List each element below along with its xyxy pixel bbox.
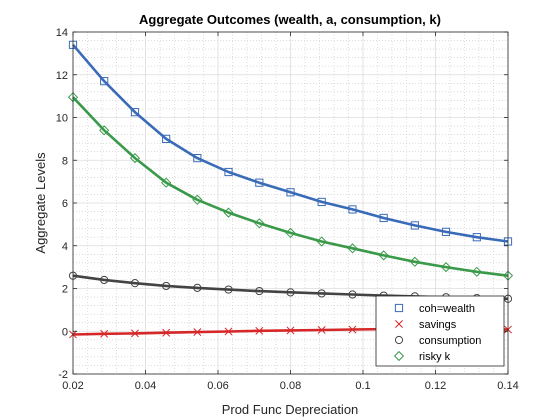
data-point bbox=[100, 77, 109, 86]
legend-marker bbox=[395, 320, 403, 328]
y-axis-label: Aggregate Levels bbox=[33, 152, 48, 254]
legend: coh=wealth savings consumption risky k bbox=[375, 295, 505, 367]
data-point bbox=[99, 125, 110, 136]
data-point bbox=[285, 227, 296, 239]
x-marker-stroke bbox=[224, 327, 233, 336]
data-point bbox=[161, 177, 172, 188]
x-tick-label: 0.02 bbox=[62, 380, 83, 392]
x-tick-label: 0.14 bbox=[497, 380, 518, 392]
y-tick-label: 4 bbox=[62, 241, 68, 253]
data-point bbox=[192, 194, 203, 205]
legend-marker bbox=[393, 350, 405, 362]
data-point bbox=[441, 227, 451, 236]
series-line-coh-wealth bbox=[72, 43, 509, 243]
x-tick-label: 0.04 bbox=[135, 380, 156, 392]
data-point bbox=[193, 328, 202, 337]
data-point bbox=[223, 207, 234, 218]
x-tick-label: 0.08 bbox=[280, 380, 301, 392]
legend-box bbox=[375, 295, 505, 367]
data-point bbox=[162, 134, 171, 143]
y-tick-label: 0 bbox=[62, 326, 68, 338]
chart-title: Aggregate Outcomes (wealth, a, consumpti… bbox=[139, 12, 441, 27]
axes: 0.02 0.04 0.06 0.08 0.1 0.12 0.14 -2 0 2 4 6 8 10 12 14 bbox=[56, 27, 519, 392]
data-point bbox=[129, 153, 141, 164]
data-point bbox=[100, 329, 109, 338]
data-point bbox=[100, 275, 109, 285]
data-point bbox=[378, 250, 389, 261]
data-point bbox=[131, 329, 139, 338]
data-point bbox=[316, 236, 327, 247]
x-marker-stroke bbox=[286, 326, 295, 335]
x-axis-label: Prod Func Depreciation bbox=[222, 402, 359, 417]
data-point bbox=[348, 205, 357, 214]
data-point bbox=[193, 283, 202, 292]
x-tick-label: 0.06 bbox=[207, 380, 228, 392]
x-marker-stroke bbox=[100, 329, 109, 338]
x-marker-stroke bbox=[131, 329, 139, 338]
legend-marker bbox=[394, 335, 404, 345]
data-point bbox=[255, 178, 264, 187]
legend-marker bbox=[394, 303, 404, 313]
legend-label: coh=wealth bbox=[419, 303, 475, 315]
x-marker-stroke bbox=[193, 328, 202, 337]
x-marker-stroke bbox=[255, 326, 264, 335]
data-point bbox=[254, 218, 265, 229]
y-tick-label: 10 bbox=[56, 113, 68, 125]
data-point bbox=[472, 233, 481, 242]
data-point bbox=[348, 290, 357, 299]
data-point bbox=[224, 327, 233, 336]
data-point bbox=[224, 167, 233, 177]
data-point bbox=[379, 213, 388, 223]
x-tick-label: 0.12 bbox=[425, 380, 446, 392]
y-tick-label: 12 bbox=[56, 70, 68, 82]
y-tick-label: 2 bbox=[62, 284, 68, 296]
x-marker-stroke bbox=[348, 325, 357, 334]
data-point bbox=[130, 279, 140, 288]
data-point bbox=[130, 108, 140, 117]
y-tick-label: 14 bbox=[56, 27, 68, 39]
data-point bbox=[317, 197, 326, 207]
y-tick-label: 6 bbox=[62, 198, 68, 210]
data-point bbox=[162, 328, 171, 337]
data-point bbox=[286, 326, 295, 335]
data-point bbox=[193, 154, 202, 163]
data-point bbox=[347, 243, 358, 254]
y-tick-label: 8 bbox=[62, 155, 68, 167]
data-point bbox=[317, 326, 326, 334]
x-marker-stroke bbox=[162, 328, 171, 337]
data-point bbox=[255, 286, 264, 296]
data-point bbox=[224, 285, 233, 294]
legend-label: consumption bbox=[419, 335, 481, 347]
data-point bbox=[410, 221, 419, 230]
data-point bbox=[471, 266, 482, 277]
data-point bbox=[317, 289, 326, 298]
data-point bbox=[286, 188, 295, 197]
data-point bbox=[440, 262, 452, 273]
y-tick-label: -2 bbox=[58, 369, 68, 381]
data-point bbox=[162, 281, 171, 291]
legend-label: savings bbox=[419, 319, 457, 331]
x-marker-stroke bbox=[317, 326, 326, 334]
data-point bbox=[255, 326, 264, 335]
data-point bbox=[409, 256, 420, 267]
x-marker-stroke bbox=[395, 320, 403, 328]
legend-label: risky k bbox=[419, 351, 451, 363]
x-tick-label: 0.1 bbox=[355, 380, 370, 392]
data-point bbox=[348, 325, 357, 334]
series-line-risky-k bbox=[72, 96, 509, 277]
data-point bbox=[286, 288, 295, 297]
